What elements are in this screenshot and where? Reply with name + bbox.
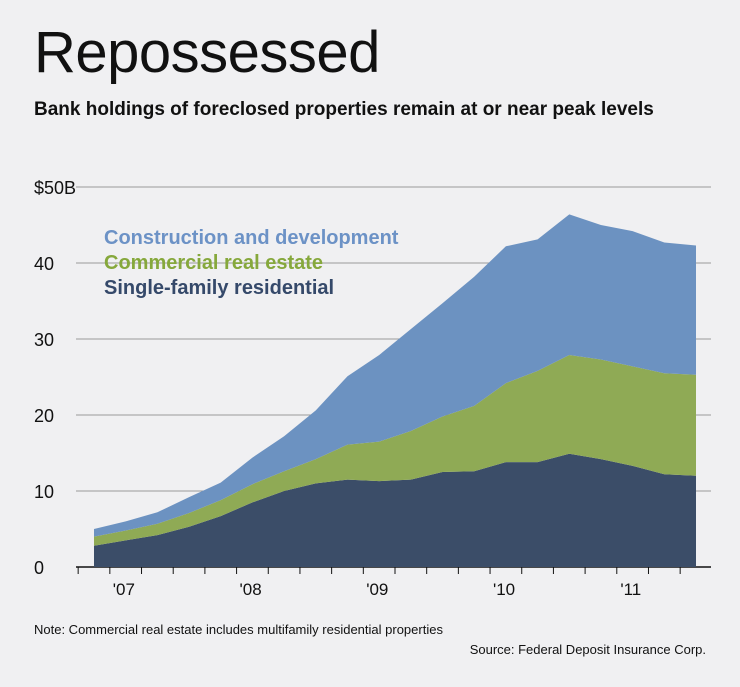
legend: Construction and development Commercial r…: [104, 227, 399, 299]
x-tick-label: '07: [113, 580, 135, 599]
axes: '07 '08 '09 '10 '11: [77, 567, 681, 599]
x-tick-label: '11: [620, 580, 641, 599]
stacked-area-chart: $50B 40 30 20 10 0 '07 '08 '09 '10 '11 Constructi…: [34, 178, 711, 599]
area-construction-and-development: [94, 214, 696, 537]
source-credit: Source: Federal Deposit Insurance Corp.: [469, 642, 706, 657]
footnote: Note: Commercial real estate includes mu…: [34, 622, 443, 637]
x-tick-label: '10: [493, 580, 515, 599]
y-tick-label: $50B: [34, 178, 76, 198]
chart-title: Repossessed: [34, 20, 380, 85]
legend-entry: Commercial real estate: [104, 252, 323, 274]
y-tick-label: 20: [34, 406, 54, 426]
y-tick-label: 10: [34, 482, 54, 502]
legend-entry: Construction and development: [104, 227, 399, 249]
y-tick-label: 30: [34, 330, 54, 350]
area-series: [94, 214, 696, 567]
x-tick-label: '09: [366, 580, 388, 599]
y-tick-label: 40: [34, 254, 54, 274]
chart-subtitle: Bank holdings of foreclosed properties r…: [34, 99, 654, 120]
y-tick-label: 0: [34, 558, 44, 578]
x-tick-label: '08: [240, 580, 262, 599]
legend-entry: Single-family residential: [104, 277, 334, 299]
area-commercial-real-estate: [94, 355, 696, 546]
area-single-family-residential: [94, 453, 696, 567]
